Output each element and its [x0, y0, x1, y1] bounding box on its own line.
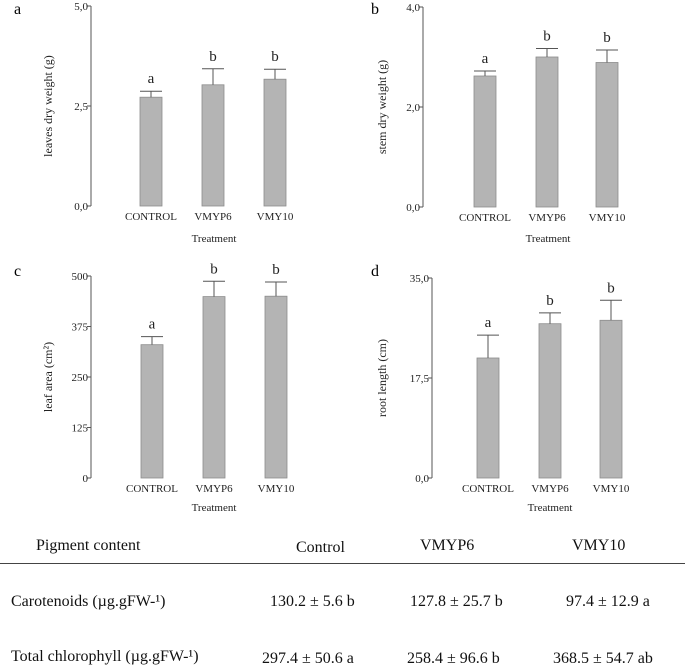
panel-a-bar-control — [139, 96, 163, 207]
panel-b-significance-letter: b — [543, 29, 551, 45]
panel-b-y-tick-label: 2,0 — [406, 102, 420, 114]
panel-b-bar-vmyp6 — [535, 56, 559, 208]
panel-b-x-tick-label: VMYP6 — [528, 212, 566, 224]
panel-c-y-tick-label: 500 — [72, 271, 89, 283]
table-row-chlorophyll-control: 297.4 ± 50.6 a — [262, 650, 354, 667]
panel-c-y-tick-label: 0 — [83, 473, 89, 485]
panel-c-x-tick-label: VMY10 — [258, 483, 295, 495]
panel-b-x-tick-label: CONTROL — [459, 212, 511, 224]
panel-a-significance-letter: b — [271, 49, 279, 65]
panel-d-significance-letter: b — [607, 280, 615, 296]
panel-b-bar-control — [473, 75, 497, 208]
panel-d-significance-letter: b — [546, 293, 554, 309]
panel-c-x-tick-label: VMYP6 — [195, 483, 233, 495]
panel-d-x-tick-label: VMY10 — [593, 483, 630, 495]
panel-d-y-axis-label: root length (cm) — [375, 339, 389, 417]
panel-d-bar-vmy10 — [599, 319, 623, 479]
panel-a-y-axis-label: leaves dry weight (g) — [41, 55, 55, 157]
panel-d-x-tick-label: VMYP6 — [531, 483, 569, 495]
panel-d-bar-vmyp6 — [538, 323, 562, 479]
table-row-carotenoids-control: 130.2 ± 5.6 b — [270, 593, 355, 610]
panel-d-y-tick-label: 0,0 — [415, 473, 429, 485]
panel-a-x-tick-label: CONTROL — [125, 211, 177, 223]
table-header-vmy10: VMY10 — [572, 537, 626, 554]
table-row-chlorophyll-vmy10: 368.5 ± 54.7 ab — [553, 650, 653, 667]
panel-a-significance-letter: a — [148, 71, 155, 87]
panel-d-significance-letter: a — [485, 315, 492, 331]
table-row-chlorophyll-label: Total chlorophyll (µg.gFW-¹) — [11, 648, 199, 665]
panel-a-y-tick-label: 2,5 — [74, 101, 88, 113]
panel-d-x-axis-title: Treatment — [528, 502, 573, 514]
panel-a-x-tick-label: VMY10 — [257, 211, 294, 223]
panel-b-letter: b — [371, 1, 379, 18]
table-header-vmyp6: VMYP6 — [420, 537, 475, 554]
panel-c-significance-letter: b — [210, 261, 218, 277]
panel-b-y-tick-label: 0,0 — [406, 202, 420, 214]
panel-c-y-axis-label: leaf area (cm²) — [41, 342, 55, 412]
panel-b-y-axis-label: stem dry weight (g) — [375, 60, 389, 154]
panel-c-bar-control — [140, 344, 164, 479]
panel-b-y-tick-label: 4,0 — [406, 2, 420, 14]
table-row-chlorophyll-vmyp6: 258.4 ± 96.6 b — [407, 650, 500, 667]
panel-b-x-axis-title: Treatment — [526, 233, 571, 245]
panel-c-significance-letter: a — [149, 317, 156, 333]
pigment-table: Pigment content Control VMYP6 VMY10 Caro… — [0, 525, 685, 668]
panel-b-significance-letter: a — [482, 51, 489, 67]
panel-c-x-axis-title: Treatment — [192, 502, 237, 514]
panel-d-x-tick-label: CONTROL — [462, 483, 514, 495]
panel-a-bar-vmyp6 — [201, 84, 225, 207]
panel-a-y-tick-label: 0,0 — [74, 201, 88, 213]
table-header-control: Control — [296, 539, 345, 556]
panel-a-letter: a — [14, 1, 21, 18]
panel-d-y-tick-label: 35,0 — [410, 273, 430, 285]
panel-c-significance-letter: b — [272, 262, 280, 278]
panel-c-y-tick-label: 250 — [72, 372, 89, 384]
panel-a-x-tick-label: VMYP6 — [194, 211, 232, 223]
table-row-carotenoids-vmy10: 97.4 ± 12.9 a — [566, 593, 650, 610]
panel-d-letter: d — [371, 263, 379, 280]
panel-c-bar-vmy10 — [264, 295, 288, 479]
panel-b-bar-vmy10 — [595, 62, 619, 208]
table-row-carotenoids-vmyp6: 127.8 ± 25.7 b — [410, 593, 503, 610]
panel-d-bar-control — [476, 357, 500, 479]
panel-c-y-tick-label: 125 — [72, 423, 89, 435]
panel-c-letter: c — [14, 263, 21, 280]
chart-figure: a 0,0 2,5 5,0 leaves dry weight (g) a CONTROL b… — [14, 1, 630, 514]
panel-b-significance-letter: b — [603, 30, 611, 46]
panel-d-y-tick-label: 17,5 — [410, 373, 430, 385]
panel-a-x-axis-title: Treatment — [192, 233, 237, 245]
panel-c-bar-vmyp6 — [202, 296, 226, 479]
table-header-label: Pigment content — [36, 537, 141, 554]
table-row-carotenoids-label: Carotenoids (µg.gFW-¹) — [11, 593, 166, 610]
panel-c-y-tick-label: 375 — [72, 322, 89, 334]
panel-a-significance-letter: b — [209, 49, 217, 65]
panel-a-y-tick-label: 5,0 — [74, 1, 88, 13]
panel-c-x-tick-label: CONTROL — [126, 483, 178, 495]
panel-a-bar-vmy10 — [263, 78, 287, 207]
table-divider — [0, 563, 685, 564]
panel-b-x-tick-label: VMY10 — [589, 212, 626, 224]
